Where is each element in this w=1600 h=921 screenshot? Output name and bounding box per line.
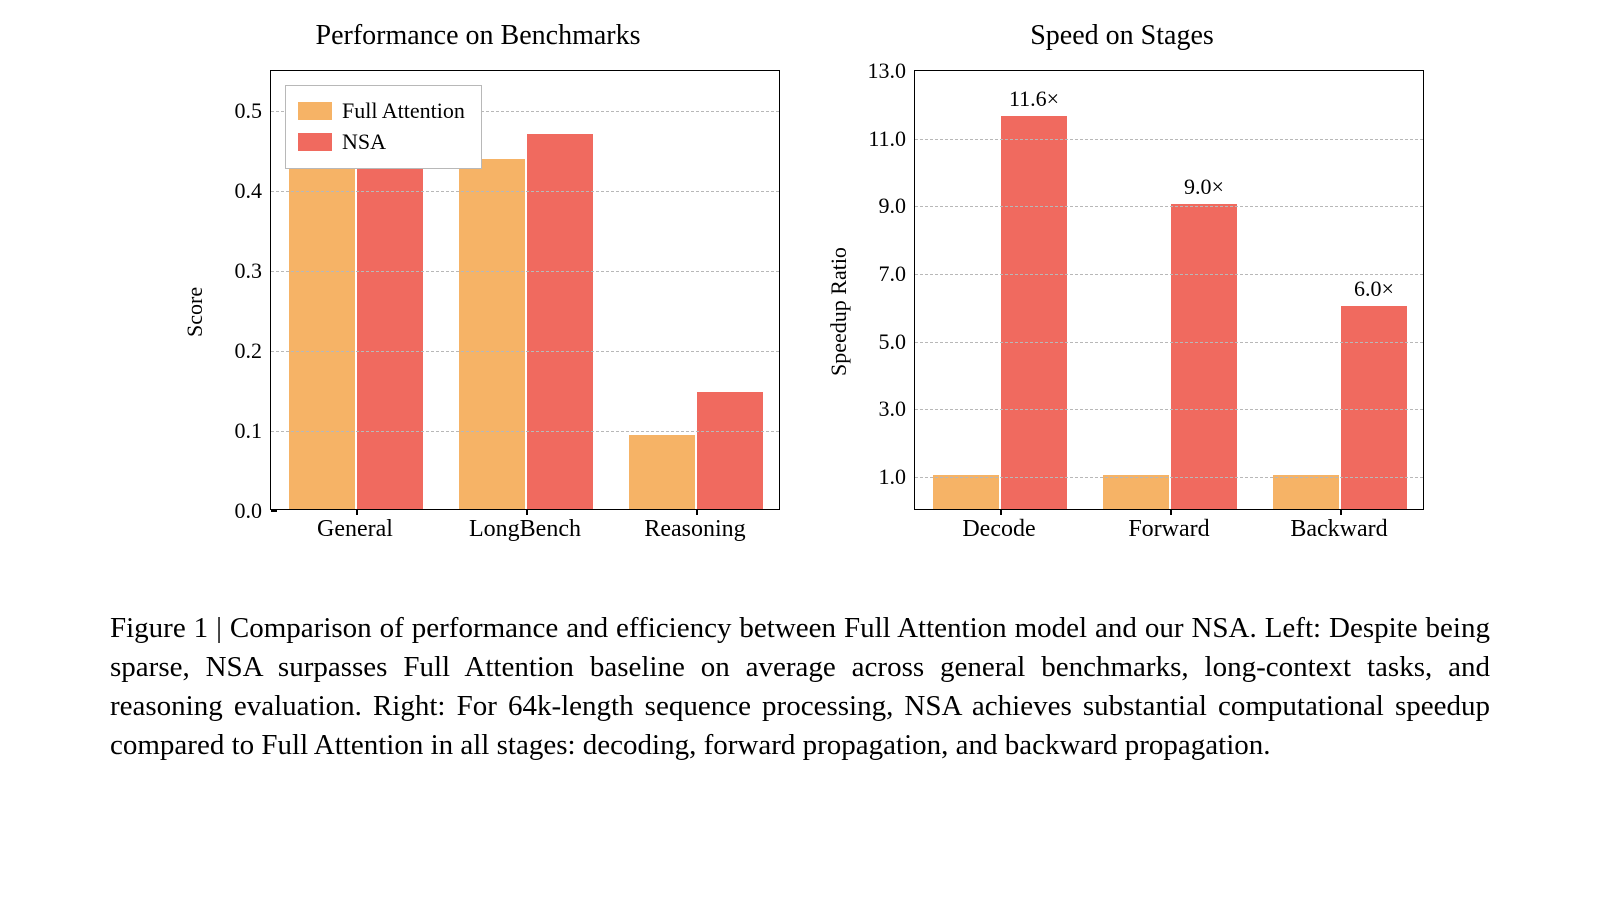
gridline [271,191,779,192]
bar [1273,475,1339,509]
right-chart-plot: 11.6× 9.0× 6.0× [914,70,1424,510]
ytick-label: 0.0 [235,498,263,524]
ytick-label: 9.0 [879,193,907,219]
bar [459,159,525,509]
xtick-label: Reasoning [644,516,745,543]
left-chart-plot-wrap: Full AttentionNSA General LongBench Reason… [270,70,780,554]
left-chart-title: Performance on Benchmarks [316,20,641,52]
ytick-label: 7.0 [879,261,907,287]
legend-swatch [298,102,332,120]
right-chart-xaxis: Decode Forward Backward [914,510,1424,554]
ytick-label: 11.0 [868,126,906,152]
bar [697,392,763,509]
bar [933,475,999,509]
xtick-label: Forward [1128,516,1209,543]
bar [289,155,355,509]
bar [357,144,423,509]
left-chart-ylabel: Score [176,70,208,554]
gridline [915,342,1423,343]
gridline [915,139,1423,140]
ytick-label: 0.4 [235,178,263,204]
bar [629,435,695,509]
right-chart-yaxis: 1.03.05.07.09.011.013.0 [852,70,914,510]
left-chart: Performance on Benchmarks Score 0.0 0.1 0.… [176,20,780,554]
bar-value-label: 11.6× [1009,86,1059,112]
caption-text: Comparison of performance and efficiency… [110,612,1490,761]
bar [1341,306,1407,509]
legend-label: NSA [342,127,386,158]
caption-prefix: Figure 1 | [110,612,230,644]
ytick-label: 0.2 [235,338,263,364]
figure-page: Performance on Benchmarks Score 0.0 0.1 0.… [0,0,1600,921]
legend-swatch [298,133,332,151]
bar-value-label: 6.0× [1354,276,1394,302]
bar [1103,475,1169,509]
ytick-label: 1.0 [879,464,907,490]
ytick-label: 0.1 [235,418,263,444]
ytick-label: 3.0 [879,396,907,422]
figure-caption: Figure 1 | Comparison of performance and… [110,609,1490,766]
left-chart-body: Score 0.0 0.1 0.2 0.3 0.4 0.5 Full AttentionN… [176,70,780,554]
right-chart-plot-wrap: 11.6× 9.0× 6.0× Decode Forward Backward [914,70,1424,554]
right-chart-bars: 11.6× 9.0× 6.0× [915,71,1423,509]
left-chart-xaxis: General LongBench Reasoning [270,510,780,554]
xtick-label: General [317,516,393,543]
right-chart-body: Speedup Ratio 1.03.05.07.09.011.013.0 11… [820,70,1424,554]
gridline [915,274,1423,275]
right-chart-ylabel: Speedup Ratio [820,70,852,554]
bar [1001,116,1067,509]
bar-value-label: 9.0× [1184,174,1224,200]
xtick-label: Decode [962,516,1035,543]
xtick-label: Backward [1290,516,1387,543]
xtick-label: LongBench [469,516,581,543]
bar [1171,204,1237,509]
gridline [915,206,1423,207]
gridline [915,409,1423,410]
legend-label: Full Attention [342,96,465,127]
gridline [271,271,779,272]
gridline [915,477,1423,478]
right-chart: Speed on Stages Speedup Ratio 1.0 3.0 5.0 7… [820,20,1424,554]
ytick-label: 5.0 [879,329,907,355]
left-chart-plot: Full AttentionNSA [270,70,780,510]
gridline [271,431,779,432]
legend-item: Full Attention [298,96,465,127]
ytick-label: 0.3 [235,258,263,284]
charts-row: Performance on Benchmarks Score 0.0 0.1 0.… [60,20,1540,554]
left-chart-legend: Full AttentionNSA [285,85,482,169]
gridline [271,351,779,352]
ytick-label: 0.5 [235,98,263,124]
right-chart-title: Speed on Stages [1030,20,1214,52]
legend-item: NSA [298,127,465,158]
left-chart-yaxis: 0.00.10.20.30.40.5 [208,70,270,510]
ytick-label: 13.0 [868,58,907,84]
